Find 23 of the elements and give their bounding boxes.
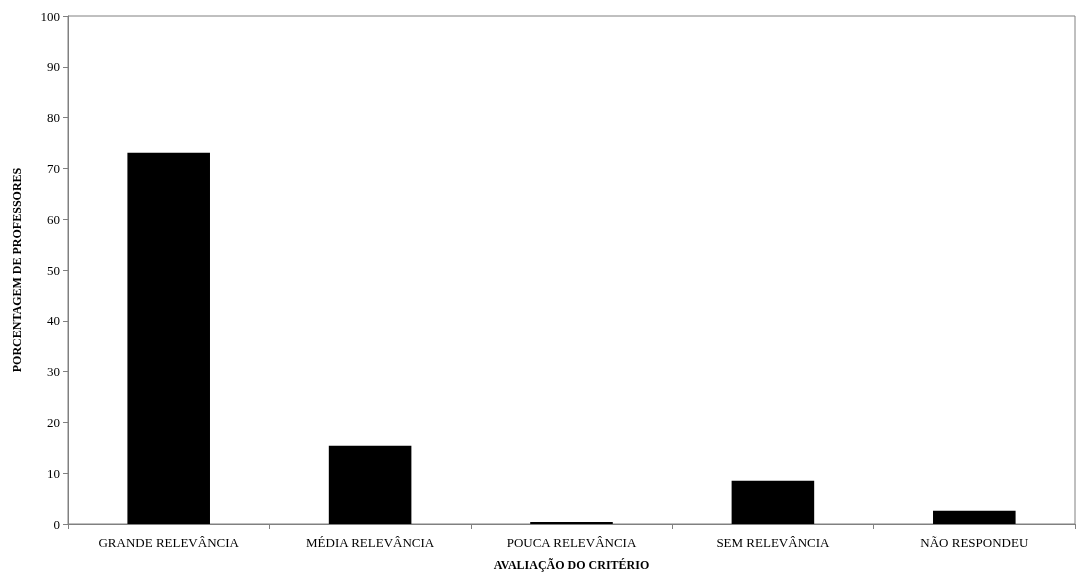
y-tick-label: 20 xyxy=(47,414,60,430)
x-tick-label: GRANDE RELEVÂNCIA xyxy=(98,535,240,550)
y-tick-label: 0 xyxy=(53,516,60,532)
x-axis-title: AVALIAÇÃO DO CRITÉRIO xyxy=(493,558,650,572)
bar xyxy=(127,152,210,524)
x-tick-label: SEM RELEVÂNCIA xyxy=(716,535,831,550)
y-tick-label: 10 xyxy=(47,465,60,481)
x-tick-label: MÉDIA RELEVÂNCIA xyxy=(306,535,435,550)
y-axis-title: PORCENTAGEM DE PROFESSORES xyxy=(10,167,24,373)
bar xyxy=(731,480,815,524)
y-tick-label: 80 xyxy=(47,110,60,126)
y-tick-label: 100 xyxy=(40,8,60,24)
x-tick-label: NÃO RESPONDEU xyxy=(920,535,1029,550)
y-tick-label: 50 xyxy=(47,262,60,278)
y-tick-label: 60 xyxy=(47,211,60,227)
y-tick-label: 40 xyxy=(47,313,60,329)
bar xyxy=(328,445,412,524)
x-tick-label: POUCA RELEVÂNCIA xyxy=(506,535,637,550)
y-tick-label: 30 xyxy=(47,364,60,380)
y-tick-label: 70 xyxy=(47,160,60,176)
y-tick-label: 90 xyxy=(47,59,60,75)
bar xyxy=(530,521,613,524)
bar xyxy=(933,510,1016,524)
